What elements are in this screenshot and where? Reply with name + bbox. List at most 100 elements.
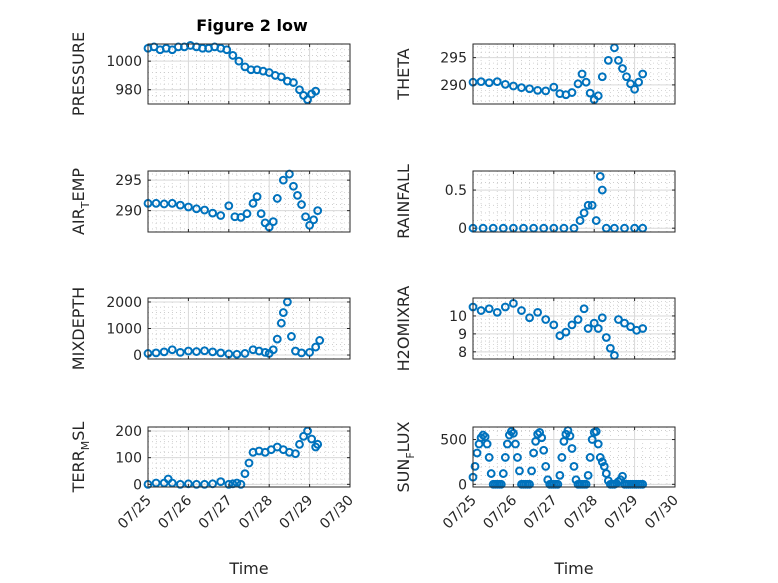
subplot-1: 980 1000 PRESSURE [69,32,351,116]
data-point [200,346,209,356]
data-point [289,78,298,87]
data-point [517,83,526,93]
data-point [585,453,595,462]
data-point [256,209,266,219]
y-tick-label: 500 [440,433,467,449]
data-point [184,202,193,212]
data-point [295,439,304,449]
data-point [500,302,510,312]
data-point [305,347,315,357]
axes-frame [147,43,351,105]
data-point [175,479,185,489]
data-point [151,348,161,358]
data-point [192,204,201,214]
data-point [208,208,218,218]
data-point [236,212,246,222]
data-point [525,84,534,94]
y-tick-label: 0 [133,477,142,493]
y-tick-label: 8 [458,345,467,361]
data-point [232,349,242,359]
axes-background [148,44,350,104]
data-point [260,347,270,357]
data-point [587,200,597,210]
data-point [579,208,589,218]
data-point [583,200,593,210]
data-point [303,95,312,105]
data-point [638,479,648,489]
y-tick-label: 1000 [106,54,142,70]
data-point [268,217,278,227]
data-point [268,345,278,355]
data-point [567,320,577,330]
data-point [573,315,583,324]
data-point [515,466,524,476]
x-tick-label: 07/30 [317,493,357,533]
data-point [305,220,315,230]
data-point [151,198,161,208]
y-tick-label: 0 [133,348,142,364]
data-point [159,199,169,209]
data-point [272,194,282,203]
data-point [634,77,644,87]
data-point [216,211,226,220]
x-tick-label: 07/25 [115,493,155,533]
data-point [200,205,209,215]
data-point [151,478,161,488]
axes-background [148,427,350,487]
data-point [597,313,607,323]
data-point [311,86,321,96]
data-point [492,307,502,317]
data-point [549,82,559,92]
data-point [614,55,623,65]
data-point [618,471,627,481]
data-point [303,426,312,436]
y-axis-label: AIRTEMP [69,168,92,235]
x-tick-label: 07/29 [277,493,317,533]
data-point [272,334,282,344]
data-point [589,318,599,328]
data-point [200,479,209,489]
axes-frame [472,170,676,233]
data-point [282,297,292,307]
data-point [240,469,250,479]
data-point [470,462,480,471]
data-point [597,457,607,467]
data-point [591,216,601,225]
data-point [167,198,177,208]
data-point [476,77,486,87]
x-tick-label: 07/28 [236,493,276,533]
data-point [626,79,635,89]
y-axis-label: TERRMSL [69,422,92,494]
subplot-4: 0 0.5 RAINFALL [394,164,676,239]
data-point [228,51,238,60]
data-point [242,209,252,219]
data-point [557,453,567,462]
data-point [299,431,308,441]
data-point [301,212,310,222]
data-point [208,347,218,357]
subplot-8: 0 500 07/25 07/26 07/27 07/28 07/29 07/30 Time SU… [394,421,682,578]
y-axis-label: MIXDEPTH [69,287,88,370]
subplot-5: 0 1000 2000 MIXDEPTH [69,287,351,370]
y-tick-label: 295 [115,173,142,189]
data-point [293,191,302,200]
data-point [234,56,244,66]
data-point [581,479,591,489]
axes-frame [472,426,676,488]
data-point [509,81,518,91]
subplot-3: 290 295 AIRTEMP [69,168,351,235]
x-tick-label: 07/30 [642,493,682,533]
data-point [605,343,615,353]
y-axis-label: PRESSURE [69,32,88,116]
y-tick-label: 0 [458,477,467,493]
data-point [492,77,502,87]
x-tick-label: 07/26 [480,492,520,532]
y-tick-label: 200 [115,424,142,440]
data-point [236,479,246,489]
y-tick-label: 0.5 [445,183,467,199]
data-point [569,462,579,471]
data-point [498,469,508,478]
data-point [573,79,583,89]
